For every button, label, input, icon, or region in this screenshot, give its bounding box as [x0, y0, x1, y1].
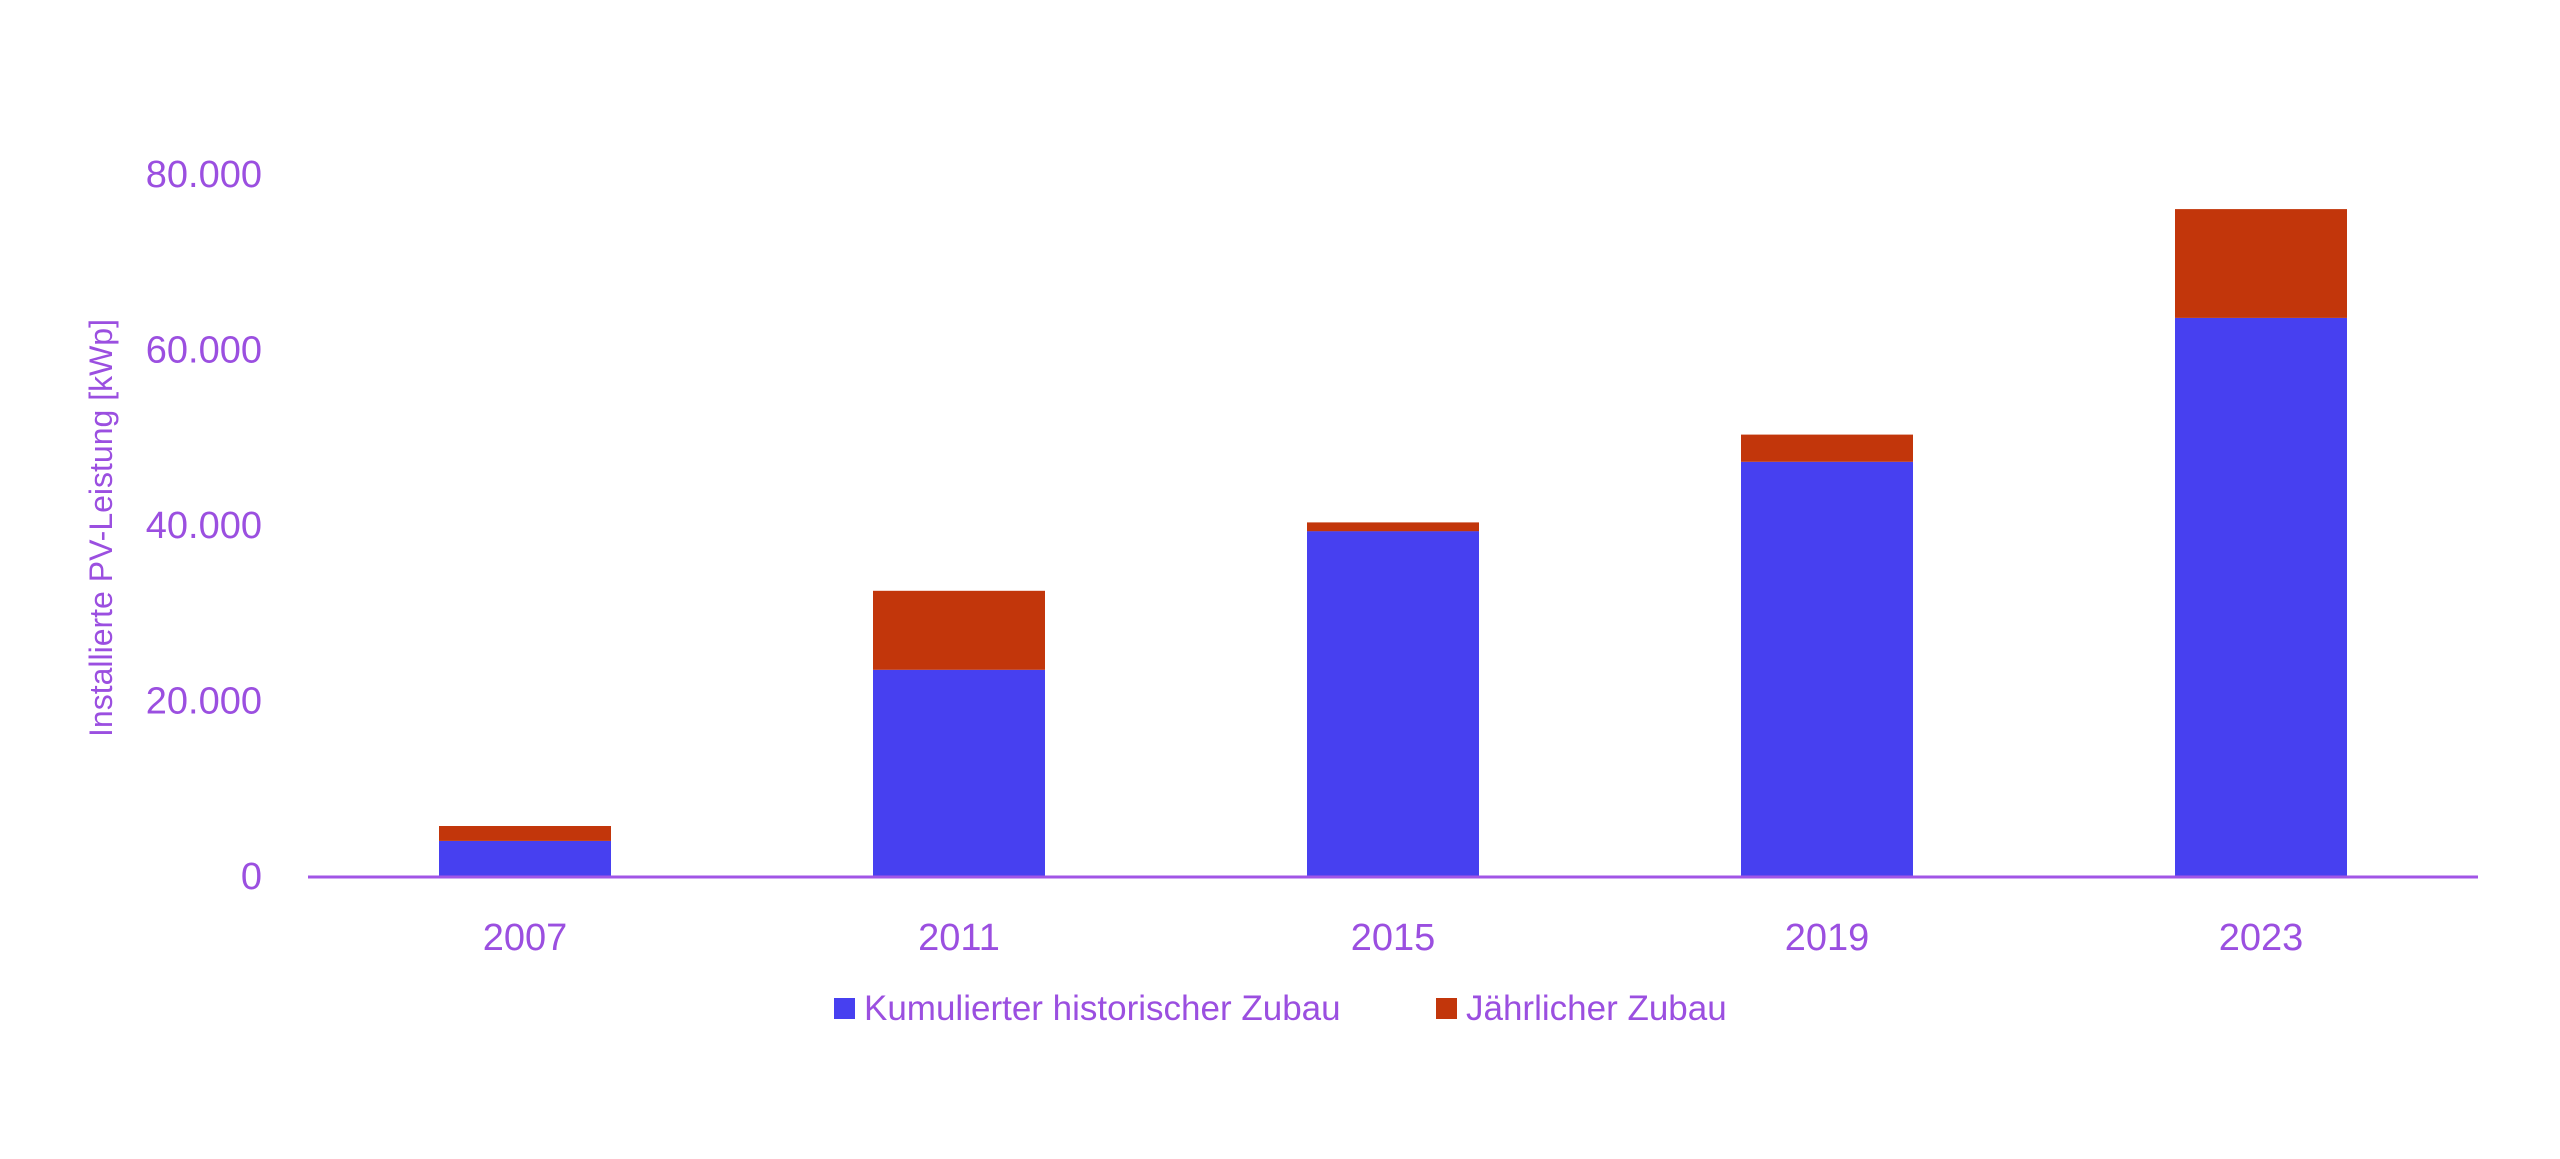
bar-2011-series-1: [873, 669, 1045, 876]
x-axis-ticks: 2007 2011 2015 2019 2023: [483, 917, 2304, 959]
bar-2015-series-1: [1307, 531, 1479, 876]
legend-swatch-series-1: [834, 998, 855, 1019]
x-tick-label: 2023: [2219, 917, 2304, 959]
x-tick-label: 2015: [1351, 917, 1436, 959]
x-tick-label: 2007: [483, 917, 568, 959]
bar-2019-series-2: [1741, 434, 1913, 462]
y-tick-label: 40.000: [146, 505, 262, 547]
bar-2015-series-2: [1307, 522, 1479, 532]
bar-2019-series-1: [1741, 461, 1913, 876]
y-axis-ticks: 0 20.000 40.000 60.000 80.000: [146, 154, 262, 898]
x-tick-label: 2019: [1785, 917, 1870, 959]
bars-layer: [439, 209, 2347, 876]
y-axis-label: Installierte PV-Leistung [kWp]: [83, 319, 119, 737]
bar-2023-series-1: [2175, 317, 2347, 876]
legend: Kumulierter historischer Zubau Jährlicher…: [834, 989, 1727, 1028]
y-tick-label: 20.000: [146, 681, 262, 723]
y-tick-label: 60.000: [146, 330, 262, 372]
bar-2007-series-2: [439, 826, 611, 841]
legend-swatch-series-2: [1436, 998, 1457, 1019]
bar-2023-series-2: [2175, 209, 2347, 318]
legend-label-series-2: Jährlicher Zubau: [1466, 989, 1727, 1028]
x-tick-label: 2011: [918, 917, 1000, 959]
legend-label-series-1: Kumulierter historischer Zubau: [864, 989, 1341, 1028]
y-tick-label: 0: [241, 856, 262, 898]
bar-2007-series-1: [439, 840, 611, 876]
y-tick-label: 80.000: [146, 154, 262, 196]
bar-2011-series-2: [873, 590, 1045, 670]
